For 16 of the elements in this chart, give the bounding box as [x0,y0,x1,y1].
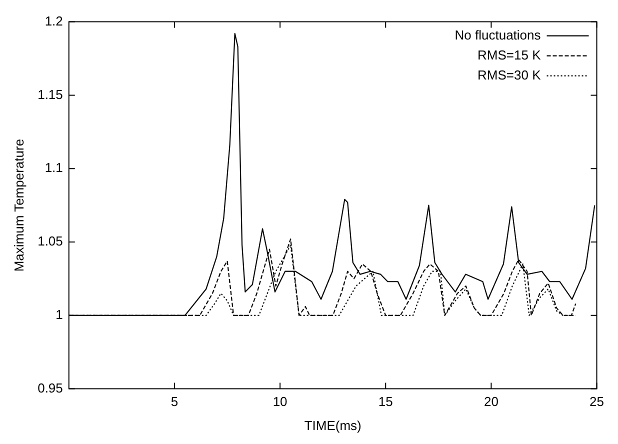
x-tick-label: 5 [170,394,178,410]
y-tick-label: 0.95 [38,380,63,396]
x-tick-label: 20 [484,394,498,410]
y-tick-label: 1.05 [38,234,63,249]
y-tick-label: 1.15 [38,86,63,102]
y-tick-label: 1.2 [44,13,63,28]
legend-label: No fluctuations [454,27,542,42]
x-axis-title: TIME(ms) [304,418,362,433]
y-axis-title: Maximum Temperature [11,138,26,272]
x-tick-label: 15 [378,394,393,410]
legend-label: RMS=15 K [478,47,542,62]
y-tick-label: 1 [56,306,63,322]
x-tick-label: 10 [272,394,288,410]
x-tick-label: 25 [590,394,604,410]
y-tick-label: 1.1 [44,160,63,176]
legend-label: RMS=30 K [478,67,542,82]
